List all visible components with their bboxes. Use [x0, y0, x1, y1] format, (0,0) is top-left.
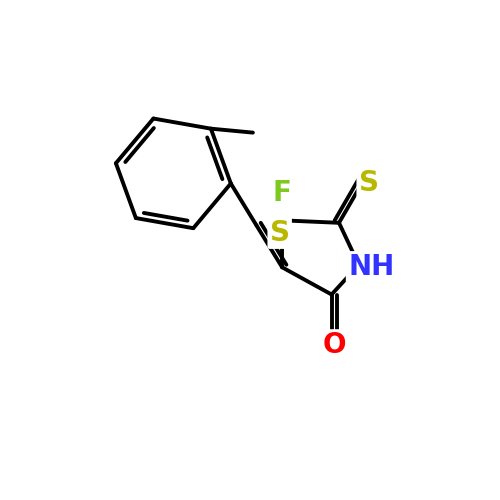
Text: S: S	[270, 218, 289, 246]
Text: O: O	[322, 332, 346, 359]
Text: F: F	[272, 179, 291, 207]
Text: S: S	[358, 169, 378, 197]
Text: NH: NH	[348, 254, 395, 281]
